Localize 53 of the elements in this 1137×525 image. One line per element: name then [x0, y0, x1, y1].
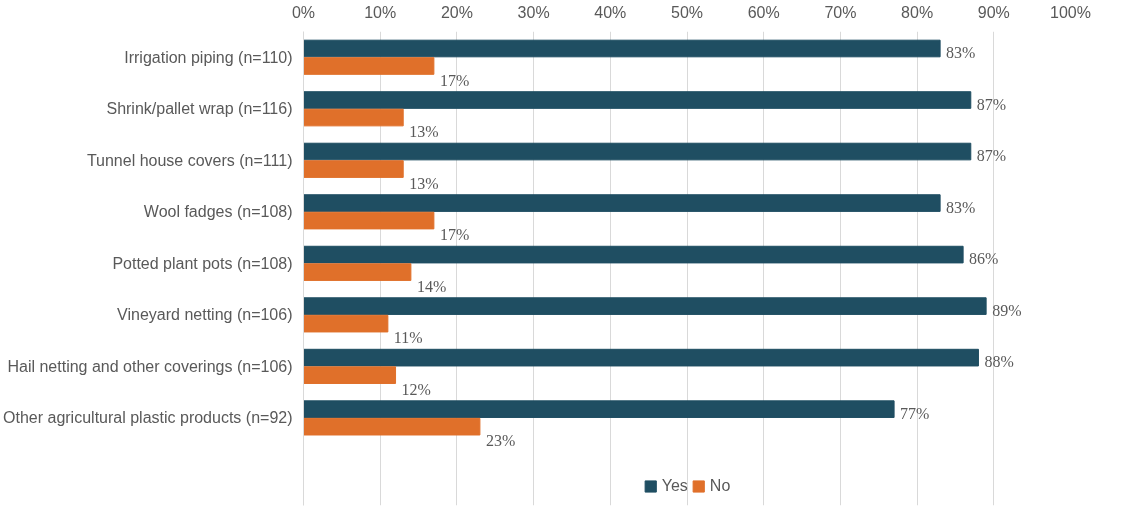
bar	[303, 194, 941, 212]
legend-label: Yes	[661, 477, 688, 495]
x-tick-label: 100%	[1050, 3, 1091, 21]
bar	[303, 263, 412, 281]
x-tick-label: 20%	[440, 3, 473, 21]
bar	[303, 108, 404, 127]
x-tick-label: 80%	[901, 3, 934, 21]
y-tick-label: Irrigation piping (n=110)	[124, 48, 293, 66]
y-tick-label: Tunnel house covers (n=111)	[86, 151, 293, 169]
bar	[303, 417, 481, 436]
data-label: 17%	[439, 71, 470, 89]
bar	[303, 400, 895, 418]
y-tick-label: Shrink/pallet wrap (n=116)	[106, 100, 293, 118]
y-tick-label: Vineyard netting (n=106)	[117, 306, 293, 324]
bar	[303, 57, 435, 75]
bar	[303, 211, 435, 230]
x-tick-label: 70%	[824, 3, 857, 21]
y-tick-label: Hail netting and other coverings (n=106)	[7, 357, 293, 375]
data-label: 88%	[984, 353, 1014, 371]
y-tick-label: Other agricultural plastic products (n=92)	[3, 409, 293, 427]
x-tick-label: 40%	[594, 3, 627, 21]
bar	[303, 297, 987, 315]
bar	[303, 245, 964, 264]
y-tick-label: Wool fadges (n=108)	[143, 203, 293, 221]
data-label: 87%	[976, 147, 1007, 165]
legend-label: No	[709, 477, 731, 495]
bar	[303, 314, 389, 333]
data-label: 87%	[976, 95, 1007, 113]
bar	[303, 348, 979, 367]
x-tick-label: 90%	[977, 3, 1010, 21]
data-label: 14%	[416, 277, 447, 295]
data-label: 83%	[946, 44, 976, 61]
bar	[303, 91, 972, 109]
data-label: 89%	[992, 301, 1022, 319]
data-label: 11%	[393, 329, 423, 347]
bar	[303, 366, 397, 384]
data-label: 13%	[409, 123, 439, 141]
data-label: 86%	[969, 250, 999, 268]
bar	[303, 142, 972, 161]
x-tick-label: 30%	[517, 3, 550, 21]
bar	[303, 160, 404, 178]
x-tick-label: 50%	[670, 3, 704, 21]
bar	[303, 39, 941, 58]
data-label: 23%	[485, 432, 516, 450]
y-tick-label: Potted plant pots (n=108)	[112, 254, 293, 272]
data-label: 13%	[409, 174, 439, 192]
x-tick-label: 0%	[291, 3, 316, 21]
data-label: 12%	[401, 380, 431, 398]
data-label: 17%	[439, 226, 470, 244]
x-tick-label: 60%	[747, 3, 780, 21]
data-label: 83%	[946, 198, 976, 216]
x-tick-label: 10%	[364, 3, 397, 21]
data-label: 77%	[900, 404, 930, 422]
